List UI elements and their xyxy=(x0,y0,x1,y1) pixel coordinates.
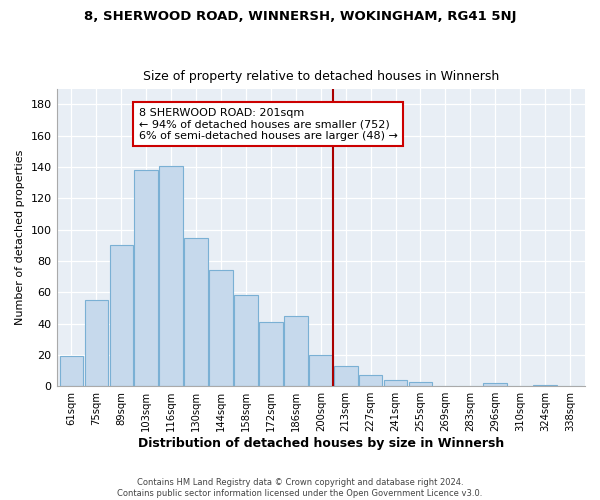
Bar xyxy=(209,270,233,386)
Bar xyxy=(184,238,208,386)
X-axis label: Distribution of detached houses by size in Winnersh: Distribution of detached houses by size … xyxy=(137,437,504,450)
Bar xyxy=(234,296,258,386)
Text: 8 SHERWOOD ROAD: 201sqm
← 94% of detached houses are smaller (752)
6% of semi-de: 8 SHERWOOD ROAD: 201sqm ← 94% of detache… xyxy=(139,108,398,141)
Bar xyxy=(59,356,83,386)
Text: Contains HM Land Registry data © Crown copyright and database right 2024.
Contai: Contains HM Land Registry data © Crown c… xyxy=(118,478,482,498)
Title: Size of property relative to detached houses in Winnersh: Size of property relative to detached ho… xyxy=(143,70,499,84)
Bar xyxy=(284,316,308,386)
Bar xyxy=(309,355,332,386)
Text: 8, SHERWOOD ROAD, WINNERSH, WOKINGHAM, RG41 5NJ: 8, SHERWOOD ROAD, WINNERSH, WOKINGHAM, R… xyxy=(84,10,516,23)
Bar xyxy=(134,170,158,386)
Bar xyxy=(110,246,133,386)
Bar xyxy=(533,384,557,386)
Bar xyxy=(384,380,407,386)
Bar xyxy=(160,166,183,386)
Y-axis label: Number of detached properties: Number of detached properties xyxy=(15,150,25,325)
Bar xyxy=(85,300,108,386)
Bar xyxy=(409,382,433,386)
Bar xyxy=(334,366,358,386)
Bar xyxy=(484,383,507,386)
Bar xyxy=(259,322,283,386)
Bar xyxy=(359,376,382,386)
